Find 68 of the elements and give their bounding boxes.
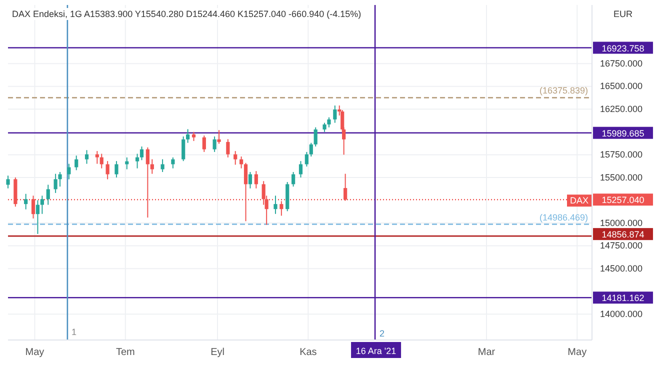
ref-line-label: (16375.839) bbox=[539, 86, 588, 96]
ref-line-label: 16923.758 bbox=[602, 43, 644, 54]
candlestick bbox=[327, 116, 331, 128]
x-tick-label: Eyl bbox=[210, 347, 224, 358]
candlestick bbox=[333, 104, 337, 124]
ref-line-label: 1 bbox=[71, 327, 76, 337]
candlestick bbox=[100, 153, 104, 169]
candlestick bbox=[322, 122, 326, 132]
candlestick bbox=[40, 195, 44, 214]
candlestick bbox=[24, 193, 28, 210]
y-tick-label: 14500.000 bbox=[600, 263, 643, 274]
text: EUR bbox=[613, 9, 633, 19]
y-tick-label: 14000.000 bbox=[600, 309, 643, 320]
candlestick bbox=[46, 184, 50, 206]
x-tick-label: Mar bbox=[478, 347, 496, 358]
candlestick bbox=[36, 200, 40, 234]
ref-line-label: (14986.469) bbox=[539, 212, 588, 222]
candlestick bbox=[248, 172, 252, 189]
candlestick bbox=[202, 135, 206, 152]
y-tick-label: 16250.000 bbox=[600, 104, 643, 114]
candlestick bbox=[182, 136, 186, 162]
candlestick bbox=[186, 128, 190, 144]
y-tick-label: 15500.000 bbox=[600, 172, 643, 182]
y-tick-label: 14750.000 bbox=[600, 240, 643, 251]
candlestick bbox=[95, 150, 99, 164]
candlestick bbox=[309, 142, 313, 158]
candlestick bbox=[84, 150, 89, 164]
candlestick bbox=[135, 153, 140, 169]
candlestick bbox=[298, 160, 303, 178]
candlestick bbox=[171, 156, 175, 169]
candlestick bbox=[67, 163, 71, 180]
candlestick bbox=[125, 156, 129, 170]
annotation: 2 bbox=[380, 328, 385, 338]
candlestick bbox=[150, 158, 154, 174]
candlestick bbox=[217, 130, 221, 144]
y-tick-label: 16750.000 bbox=[600, 58, 643, 68]
y-tick-label: 16500.000 bbox=[600, 81, 643, 92]
ref-line-label: 14181.162 bbox=[602, 293, 644, 304]
x-tick-label: May bbox=[568, 347, 587, 358]
x-tick-label: Kas bbox=[300, 347, 317, 358]
candlestick bbox=[304, 151, 308, 168]
candlestick bbox=[192, 131, 196, 142]
annotation: DAX bbox=[570, 196, 589, 206]
candlestick bbox=[54, 173, 58, 194]
x-tick-label: Tem bbox=[116, 347, 135, 358]
candlestick bbox=[226, 138, 230, 158]
ref-line-label: 15989.685 bbox=[602, 128, 644, 138]
candlestick bbox=[106, 160, 110, 180]
candlestick bbox=[74, 155, 78, 171]
candlestick bbox=[314, 126, 318, 147]
candlestick bbox=[212, 136, 216, 152]
y-tick-label: 15000.000 bbox=[600, 218, 643, 228]
chart-title: DAX Endeksi, 1G A15383.900 Y15540.280 D15244.460 K15257.040 -660.940 (-4.15%) bbox=[12, 9, 362, 19]
ref-line-label: 14856.874 bbox=[602, 230, 644, 240]
candlestick bbox=[114, 160, 118, 178]
candlestick bbox=[160, 158, 164, 172]
candlestick bbox=[274, 195, 278, 214]
ref-line-label: 16 Ara '21 bbox=[356, 346, 396, 356]
candlestick bbox=[6, 175, 10, 189]
y-tick-label: 15750.000 bbox=[600, 150, 643, 160]
candlestick bbox=[240, 156, 244, 169]
candlestick bbox=[58, 172, 62, 188]
candlestick bbox=[254, 170, 258, 189]
candlestick bbox=[292, 172, 296, 188]
ref-line-label: 15257.040 bbox=[602, 195, 644, 206]
x-tick-label: May bbox=[25, 347, 44, 358]
candlestick bbox=[234, 150, 238, 166]
candlestick bbox=[140, 146, 144, 161]
